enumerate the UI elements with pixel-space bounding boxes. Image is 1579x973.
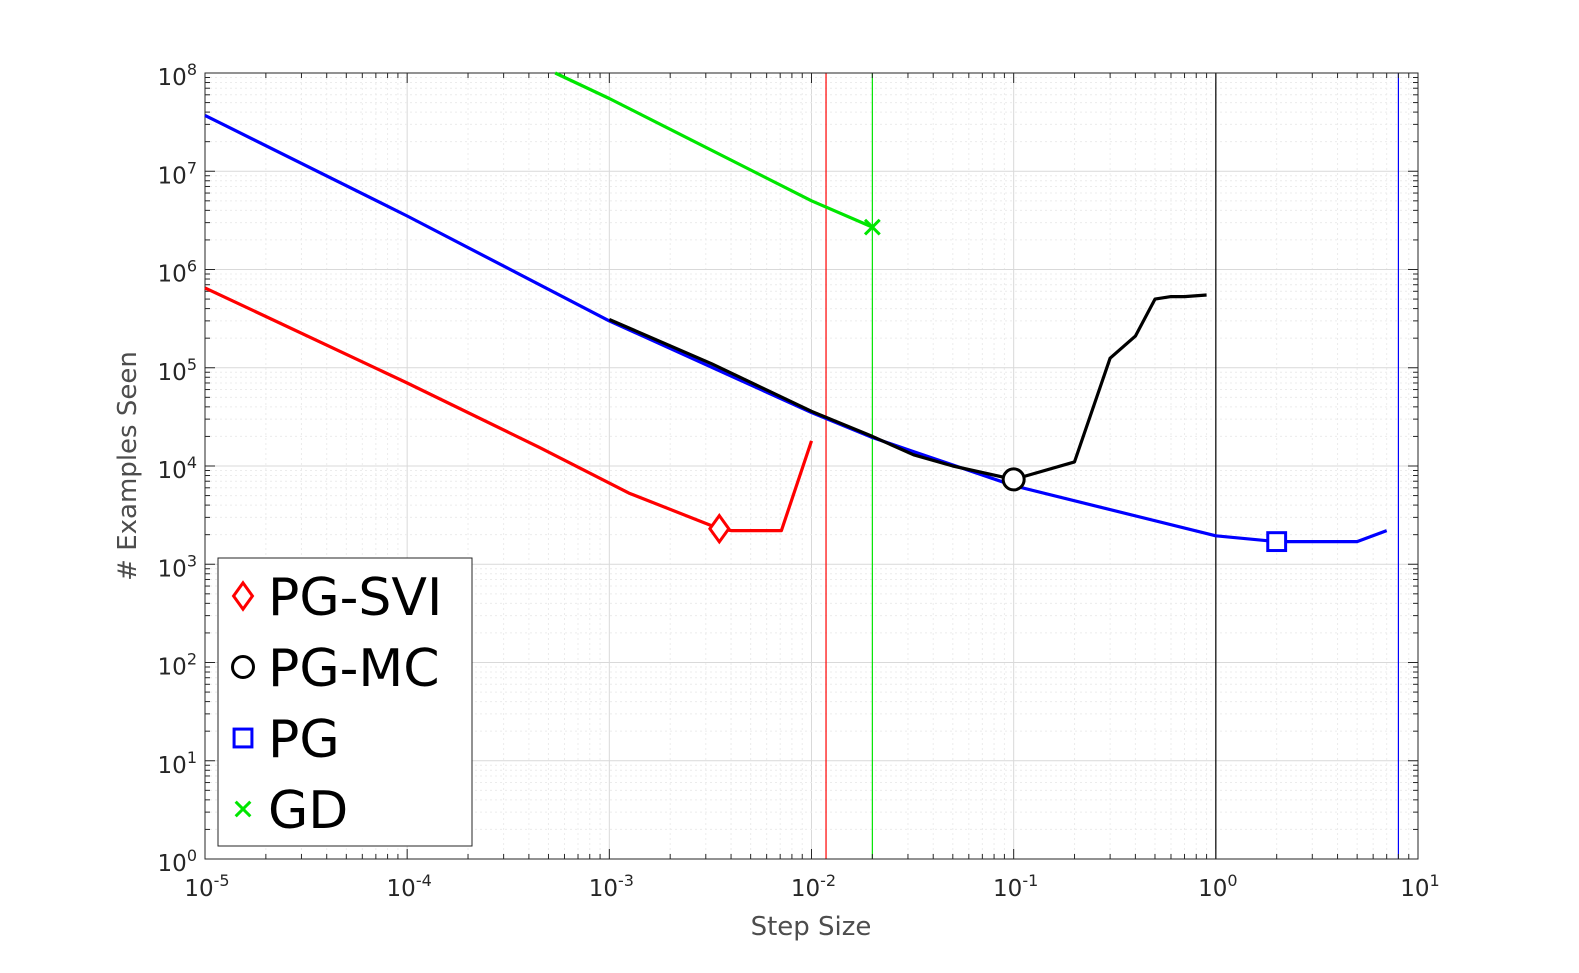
y-tick-label: 107	[158, 158, 197, 189]
ticklabel-layer: 10-5 10-4 10-3 10-2 10-1 100 101 100 101 102 103 10…	[158, 60, 1440, 902]
best-point-marker-pg	[1266, 531, 1288, 553]
legend-marker-pg	[232, 727, 254, 749]
x-tick-label: 10-1	[993, 871, 1038, 902]
legend-label-pg: PG	[268, 710, 340, 770]
y-tick-label: 108	[158, 60, 197, 91]
series-line-pg-svi	[204, 286, 814, 533]
y-tick-label: 101	[158, 748, 197, 779]
best-point-marker-pg-svi	[708, 513, 731, 545]
legend-label-gd: GD	[268, 781, 348, 841]
legend-marker-gd-stroke	[234, 800, 252, 818]
tick-layer	[204, 73, 1418, 860]
legend-marker-gd	[234, 800, 252, 818]
x-tick-label: 10-2	[791, 871, 836, 902]
y-tick-label: 104	[158, 453, 197, 484]
x-tick-label: 10-3	[589, 871, 634, 902]
legend: PG-SVI PG-MC PG GD	[217, 557, 473, 847]
y-tick-label: 106	[158, 257, 197, 288]
x-axis-label: Step Size	[751, 912, 872, 942]
y-tick-label: 102	[158, 650, 197, 681]
y-tick-label: 100	[158, 846, 197, 877]
x-tick-label: 101	[1400, 871, 1439, 902]
legend-label-pg-mc: PG-MC	[268, 639, 440, 699]
series-line-gd	[554, 71, 874, 229]
series-line-pg-mc	[608, 293, 1207, 481]
legend-label-pg-svi: PG-SVI	[268, 568, 442, 628]
y-axis-label: # Examples Seen	[113, 351, 143, 581]
series-layer	[204, 71, 1388, 544]
vline-layer	[825, 73, 1400, 859]
best-point-marker-gd-stroke	[863, 218, 881, 236]
legend-marker-pg-mc	[231, 655, 255, 679]
legend-box	[217, 557, 473, 847]
y-tick-label: 103	[158, 551, 197, 582]
x-tick-label: 10-5	[184, 871, 229, 902]
best-point-marker-pg-mc	[1001, 467, 1026, 492]
best-point-marker-gd	[863, 218, 881, 236]
x-tick-label: 10-4	[387, 871, 432, 902]
legend-marker-pg-svi	[231, 580, 255, 612]
y-tick-label: 105	[158, 355, 197, 386]
x-tick-label: 100	[1198, 871, 1237, 902]
series-line-pg	[204, 113, 1388, 544]
marker-layer	[708, 218, 1288, 553]
